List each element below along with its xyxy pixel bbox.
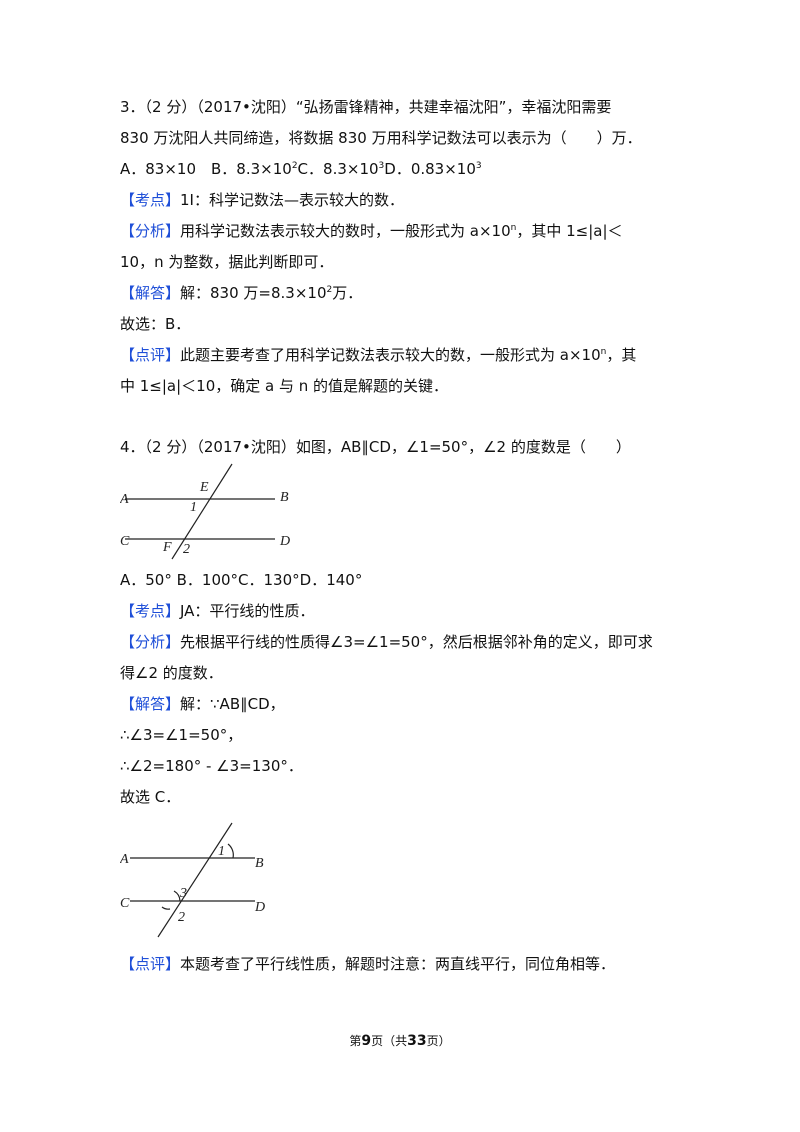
text-line: 【解答】解：830 万=8.3×102万． xyxy=(120,278,690,309)
text: ∴∠2=180° - ∠3=130°． xyxy=(120,757,303,775)
page-number: 9 xyxy=(361,1033,372,1049)
text-line: 10，n 为整数，据此判断即可． xyxy=(120,247,690,278)
text-line: 830 万沈阳人共同缔造，将数据 830 万用科学记数法可以表示为（ ）万． xyxy=(120,123,690,154)
section-tag: 【分析】 xyxy=(120,633,181,651)
text: ∴∠3=∠1=50°， xyxy=(120,726,243,744)
text-line: 【解答】解：∵AB∥CD， xyxy=(120,689,690,720)
text-line: 故选：B． xyxy=(120,309,690,340)
label: F xyxy=(162,540,172,555)
text: D．0.83×10 xyxy=(384,160,476,178)
section-tag: 【考点】 xyxy=(120,191,181,209)
angle-arc xyxy=(161,906,171,910)
question-4-solution: A．50° B．100°C．130°D．140° 【考点】JA：平行线的性质． 【分… xyxy=(120,565,690,813)
text: 故选：B． xyxy=(120,315,191,333)
text-line: 【点评】此题主要考查了用科学记数法表示较大的数，一般形式为 a×10n，其 xyxy=(120,340,690,371)
label: 1 xyxy=(218,844,225,859)
label: B xyxy=(255,856,264,871)
label: 2 xyxy=(183,542,190,557)
text-line: A．50° B．100°C．130°D．140° xyxy=(120,565,690,596)
question-3: 3．（2 分）（2017•沈阳）“弘扬雷锋精神，共建幸福沈阳”，幸福沈阳需要 83… xyxy=(120,92,690,402)
text: 解：830 万=8.3×10 xyxy=(180,284,327,302)
text: JA：平行线的性质． xyxy=(180,602,315,620)
text-line: 【分析】先根据平行线的性质得∠3=∠1=50°，然后根据邻补角的定义，即可求 xyxy=(120,627,690,658)
section-tag: 【点评】 xyxy=(120,955,181,973)
text-line: ∴∠2=180° - ∠3=130°． xyxy=(120,751,690,782)
text-line: 故选 C． xyxy=(120,782,690,813)
text: 此题主要考查了用科学记数法表示较大的数，一般形式为 a×10 xyxy=(180,346,601,364)
transversal xyxy=(171,463,233,560)
text: 第 xyxy=(349,1034,362,1048)
label: B xyxy=(280,490,289,505)
text-line: 【点评】本题考查了平行线性质，解题时注意：两直线平行，同位角相等． xyxy=(120,949,690,980)
superscript: 3 xyxy=(475,161,482,171)
label: 3 xyxy=(179,886,187,901)
transversal xyxy=(157,822,233,938)
text: 万． xyxy=(332,284,363,302)
section-tag: 【考点】 xyxy=(120,602,181,620)
text: 830 万沈阳人共同缔造，将数据 830 万用科学记数法可以表示为（ ）万． xyxy=(120,129,642,147)
section-tag: 【解答】 xyxy=(120,284,181,302)
question-4-review: 【点评】本题考查了平行线性质，解题时注意：两直线平行，同位角相等． xyxy=(120,949,690,980)
text: 4．（2 分）（2017•沈阳）如图，AB∥CD，∠1=50°，∠2 的度数是（… xyxy=(120,438,631,456)
text: C．8.3×10 xyxy=(297,160,379,178)
question-4-stem: 4．（2 分）（2017•沈阳）如图，AB∥CD，∠1=50°，∠2 的度数是（… xyxy=(120,432,690,463)
text-line: 4．（2 分）（2017•沈阳）如图，AB∥CD，∠1=50°，∠2 的度数是（… xyxy=(120,432,690,463)
section-tag: 【点评】 xyxy=(120,346,181,364)
text: 页） xyxy=(426,1034,451,1048)
text: ，其 xyxy=(606,346,637,364)
section-tag: 【解答】 xyxy=(120,695,181,713)
figure-2: A 1 B C 3 2 D xyxy=(120,822,265,938)
text-line: 【分析】用科学记数法表示较大的数时，一般形式为 a×10n，其中 1≤|a|＜ xyxy=(120,216,690,247)
text: 页（共 xyxy=(371,1034,408,1048)
text: 故选 C． xyxy=(120,788,181,806)
page-number: 33 xyxy=(407,1033,427,1049)
text: 本题考查了平行线性质，解题时注意：两直线平行，同位角相等． xyxy=(180,955,616,973)
text-line: 3．（2 分）（2017•沈阳）“弘扬雷锋精神，共建幸福沈阳”，幸福沈阳需要 xyxy=(120,92,690,123)
text-line: 得∠2 的度数． xyxy=(120,658,690,689)
label: C xyxy=(120,896,130,911)
text: 用科学记数法表示较大的数时，一般形式为 a×10 xyxy=(180,222,511,240)
superscript: 3 xyxy=(378,161,385,171)
text: A．83×10 B．8.3×10 xyxy=(120,160,292,178)
superscript: 2 xyxy=(326,285,333,295)
section-tag: 【分析】 xyxy=(120,222,181,240)
superscript: n xyxy=(510,223,517,233)
text: 解：∵AB∥CD， xyxy=(180,695,285,713)
angle-arc xyxy=(227,843,234,859)
superscript: n xyxy=(600,347,607,357)
label: A xyxy=(120,852,129,867)
label: D xyxy=(254,900,265,915)
text: 中 1≤|a|＜10，确定 a 与 n 的值是解题的关键． xyxy=(120,377,449,395)
label: D xyxy=(279,534,290,549)
label: A xyxy=(120,492,129,507)
label: 2 xyxy=(178,910,185,925)
text: 得∠2 的度数． xyxy=(120,664,223,682)
label: E xyxy=(199,480,209,495)
angle-arc xyxy=(173,890,181,902)
content: 3．（2 分）（2017•沈阳）“弘扬雷锋精神，共建幸福沈阳”，幸福沈阳需要 83… xyxy=(120,92,690,980)
text-line: A．83×10 B．8.3×102C．8.3×103D．0.83×103 xyxy=(120,154,690,185)
text: ，其中 1≤|a|＜ xyxy=(516,222,623,240)
page-footer: 第9页（共33页） xyxy=(0,1032,800,1049)
text: 1I：科学记数法—表示较大的数． xyxy=(180,191,404,209)
superscript: 2 xyxy=(291,161,298,171)
text: 3．（2 分）（2017•沈阳）“弘扬雷锋精神，共建幸福沈阳”，幸福沈阳需要 xyxy=(120,98,612,116)
text: A．50° B．100°C．130°D．140° xyxy=(120,571,363,589)
text: 10，n 为整数，据此判断即可． xyxy=(120,253,334,271)
text-line: 中 1≤|a|＜10，确定 a 与 n 的值是解题的关键． xyxy=(120,371,690,402)
label: C xyxy=(120,534,130,549)
figure-1: A E B 1 C F 2 D xyxy=(120,463,290,560)
text-line: 【考点】JA：平行线的性质． xyxy=(120,596,690,627)
label: 1 xyxy=(190,500,197,515)
text-line: ∴∠3=∠1=50°， xyxy=(120,720,690,751)
text-line: 【考点】1I：科学记数法—表示较大的数． xyxy=(120,185,690,216)
text: 先根据平行线的性质得∠3=∠1=50°，然后根据邻补角的定义，即可求 xyxy=(180,633,653,651)
